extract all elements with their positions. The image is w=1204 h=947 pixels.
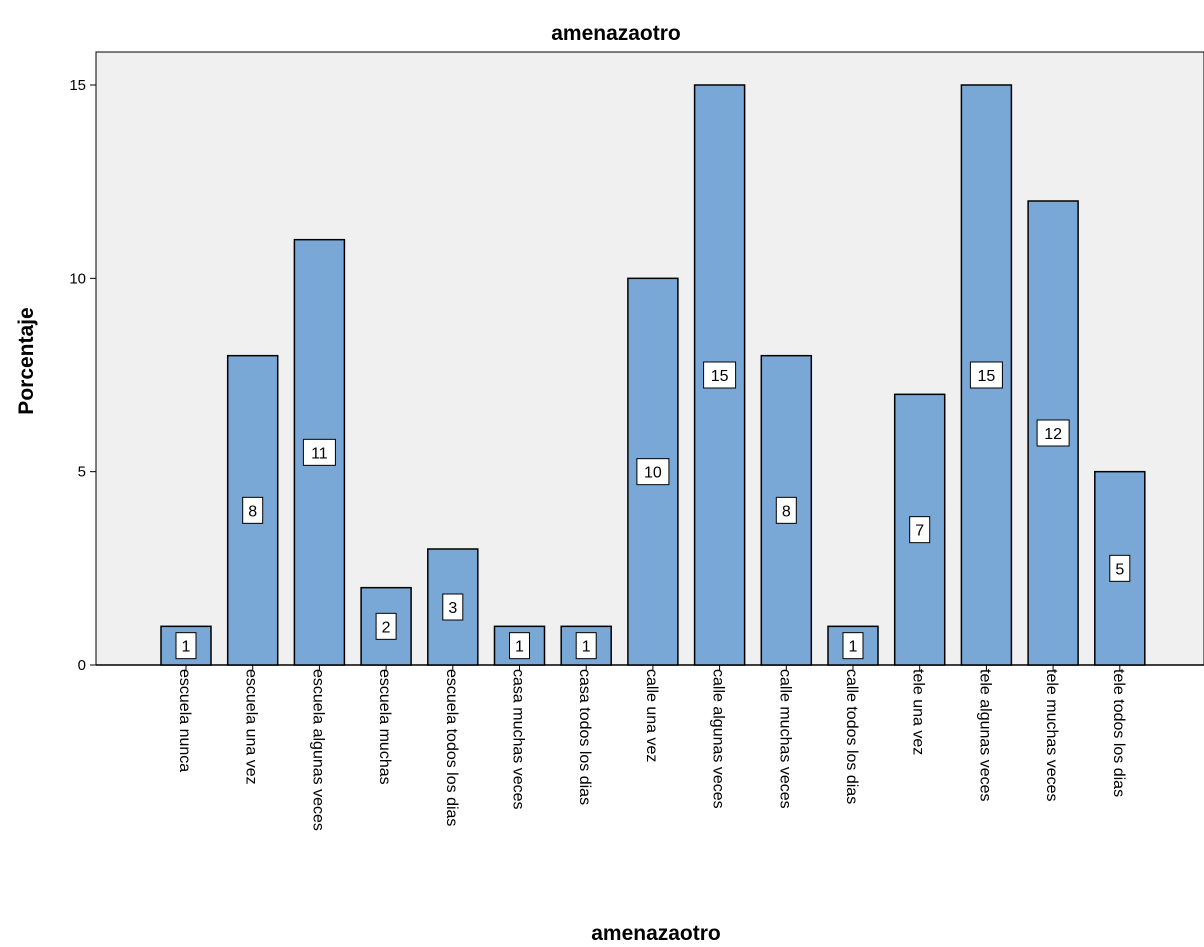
x-tick-label: escuela muchas — [376, 669, 393, 785]
data-label: 11 — [311, 445, 328, 462]
data-label: 1 — [582, 639, 591, 656]
data-label: 1 — [515, 639, 524, 656]
x-tick-label: escuela nunca — [176, 669, 193, 772]
bar — [427, 548, 479, 666]
data-label-box — [175, 632, 197, 660]
data-label-box — [375, 612, 397, 640]
data-label-box — [509, 632, 530, 660]
x-tick-label: casa muchas veces — [510, 669, 527, 810]
x-tick-label: tele todos los dias — [1110, 669, 1127, 797]
data-label: 1 — [849, 639, 858, 656]
data-label: 3 — [448, 600, 457, 617]
y-tick-label: 15 — [69, 77, 86, 94]
y-axis-title: Porcentaje — [15, 307, 38, 414]
data-label: 10 — [644, 465, 662, 482]
data-label-box — [242, 496, 264, 524]
x-tick-label: tele muchas veces — [1043, 669, 1060, 802]
data-label-box — [442, 593, 464, 621]
x-tick-label: calle todos los dias — [843, 669, 860, 804]
x-tick-label: calle algunas veces — [710, 669, 727, 809]
y-tick-label: 0 — [78, 657, 86, 674]
data-label: 2 — [382, 619, 391, 636]
data-label-box — [703, 361, 737, 389]
data-label-box — [1109, 554, 1131, 582]
data-label-box — [302, 438, 336, 466]
data-label-box — [775, 496, 797, 524]
x-tick-label: casa todos los dias — [576, 669, 593, 805]
y-tick-label: 10 — [69, 270, 86, 287]
data-label-box — [842, 632, 864, 660]
data-label: 7 — [915, 523, 924, 540]
x-tick-label: escuela una vez — [243, 669, 260, 785]
x-tick-label: escuela todos los dias — [443, 669, 460, 826]
x-tick-label: tele una vez — [910, 669, 927, 755]
data-label-box — [969, 361, 1003, 389]
data-label-box — [1036, 419, 1070, 447]
data-label: 1 — [182, 639, 191, 656]
data-label-box — [575, 632, 597, 660]
chart-title: amenazaotro — [551, 22, 681, 45]
data-label: 8 — [248, 503, 257, 520]
data-label: 12 — [1044, 426, 1062, 443]
data-label: 8 — [782, 503, 791, 520]
data-label: 15 — [978, 368, 996, 385]
x-tick-label: escuela algunas veces — [309, 669, 326, 831]
x-tick-label: tele algunas veces — [976, 669, 993, 802]
data-label-box — [636, 458, 670, 486]
data-label: 5 — [1115, 561, 1124, 578]
x-tick-labels-group: escuela nunca escuela una vez escuela algu… — [176, 665, 1127, 831]
data-label-box — [909, 516, 931, 544]
x-tick-label: calle una vez — [643, 669, 660, 762]
x-tick-label: calle muchas veces — [776, 669, 793, 809]
data-label: 15 — [711, 368, 729, 385]
x-axis-title: amenazaotro — [591, 922, 721, 945]
y-tick-label: 5 — [78, 464, 86, 481]
